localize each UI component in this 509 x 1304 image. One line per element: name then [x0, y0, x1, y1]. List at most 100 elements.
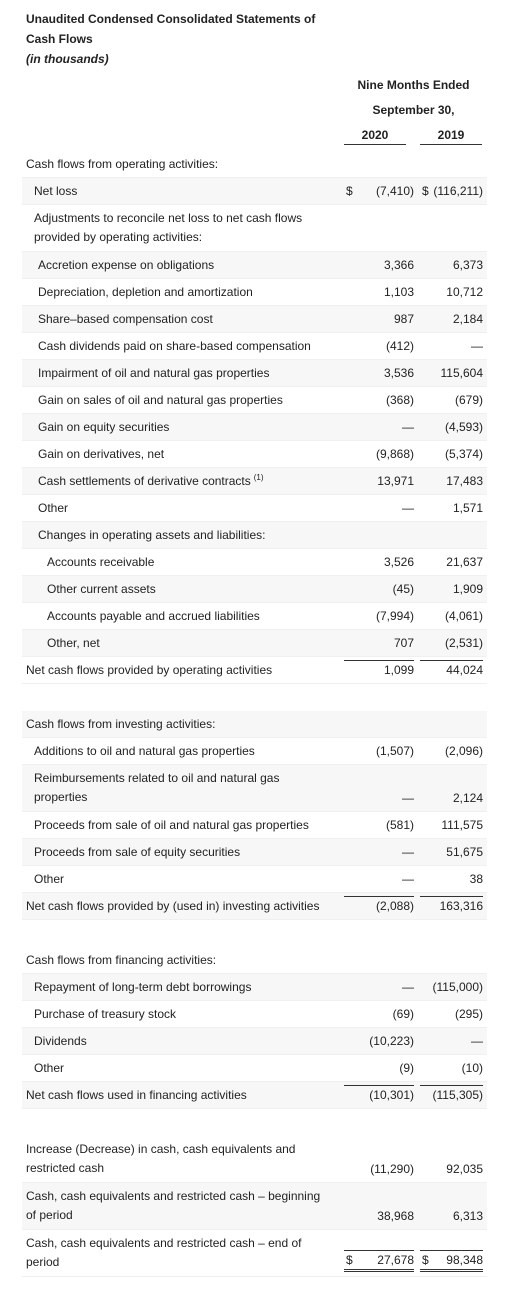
amount-cell: 17,483 [420, 472, 483, 490]
statement-row: Accretion expense on obligations 3,366 6,3… [22, 252, 487, 279]
amount-cell: (69) [344, 1005, 414, 1023]
amount: 3,526 [383, 555, 414, 569]
amount-cell: 3,366 [344, 256, 414, 274]
amount-cell: 163,316 [420, 896, 483, 915]
row-label: Accounts payable and accrued liabilities [22, 603, 367, 629]
amount: (2,088) [375, 899, 414, 913]
amount-cell: 6,373 [420, 256, 483, 274]
amount-cell: (2,088) [344, 896, 414, 915]
amount: (412) [385, 339, 414, 353]
amount: 707 [393, 636, 414, 650]
statement-row: Reimbursements related to oil and natura… [22, 765, 487, 812]
section: Cash flows from operating activities: Net… [22, 151, 487, 684]
amount-cell: 115,604 [420, 364, 484, 382]
statement-row: Cash, cash equivalents and restricted ca… [22, 1183, 487, 1230]
row-label: Cash settlements of derivative contracts… [22, 468, 358, 494]
label-text: Net loss [34, 184, 78, 198]
amount-cell: 38,968 [344, 1207, 414, 1225]
row-label: Proceeds from sale of equity securities [22, 839, 354, 865]
amount: — [402, 791, 414, 805]
amount: 92,035 [446, 1162, 483, 1176]
amount: (368) [385, 393, 414, 407]
amount: (115,000) [432, 980, 483, 994]
statement-row: Accounts receivable 3,526 21,637 [22, 549, 487, 576]
amount-cell: — [344, 499, 414, 517]
unit-note: (in thousands) [26, 52, 109, 66]
amount-cell: 38 [420, 870, 483, 888]
amount: (2,096) [444, 744, 483, 758]
currency-symbol: $ [346, 184, 353, 198]
amount: 10,712 [446, 285, 483, 299]
label-line: restricted cash [26, 1161, 105, 1175]
amount: (4,593) [444, 420, 483, 434]
row-label: Dividends [22, 1028, 354, 1054]
label-line: properties [34, 790, 88, 804]
amount-cell: 1,909 [420, 580, 483, 598]
statement-row: Net cash flows provided by (used in) inv… [22, 893, 487, 920]
amount: (9,868) [375, 447, 414, 461]
row-label: Purchase of treasury stock [22, 1001, 354, 1027]
section-heading-row: Cash flows from investing activities: [22, 711, 487, 738]
statement-row: Cash settlements of derivative contracts… [22, 468, 487, 495]
section: Cash flows from investing activities: Add… [22, 711, 487, 920]
label-line: Reimbursements related to oil and natura… [34, 771, 280, 785]
amount-cell: 13,971 [344, 472, 414, 490]
amount-cell: (412) [344, 337, 414, 355]
row-label: Net cash flows used in financing activit… [22, 1082, 346, 1108]
label-text: Impairment of oil and natural gas proper… [38, 366, 270, 380]
amount-cell: — [344, 418, 414, 436]
amount-cell: — [420, 1032, 483, 1050]
row-label: Additions to oil and natural gas propert… [22, 738, 354, 764]
amount-cell: (10,223) [344, 1032, 414, 1050]
amount-cell: (5,374) [420, 445, 483, 463]
amount: 111,575 [441, 818, 483, 832]
amount: 1,571 [452, 501, 483, 515]
statement-row: Other — 38 [22, 866, 487, 893]
statement-row: Proceeds from sale of equity securities —… [22, 839, 487, 866]
label-text: Additions to oil and natural gas propert… [34, 744, 255, 758]
amount: 44,024 [446, 663, 483, 677]
row-label: Other current assets [22, 576, 367, 602]
statement-row: Adjustments to reconcile net loss to net… [22, 205, 487, 252]
amount-cell: (11,290) [344, 1160, 414, 1178]
label-text: Purchase of treasury stock [34, 1007, 177, 1021]
row-label: Net cash flows provided by (used in) inv… [22, 893, 346, 919]
row-label: Other, net [22, 630, 367, 656]
amount: 98,348 [446, 1253, 483, 1267]
amount-cell: 111,575 [420, 816, 483, 834]
row-label: Other [22, 1055, 354, 1081]
row-label: Changes in operating assets and liabilit… [22, 522, 358, 548]
amount: — [402, 501, 414, 515]
label-text: Proceeds from sale of equity securities [34, 845, 241, 859]
statement-row: Gain on sales of oil and natural gas pro… [22, 387, 487, 414]
amount: (7,994) [375, 609, 414, 623]
amount: (45) [392, 582, 414, 596]
label-text: Net cash flows provided by (used in) inv… [26, 899, 320, 913]
label-text: Other [34, 872, 65, 886]
statement-row: Net loss $ (7,410) $ (116,211) [22, 178, 487, 205]
amount-cell: 2,124 [420, 789, 483, 807]
amount: 987 [393, 312, 414, 326]
row-label: Cash dividends paid on share-based compe… [22, 333, 358, 359]
amount-cell: (2,096) [420, 742, 483, 760]
statement-row: Gain on equity securities — (4,593) [22, 414, 487, 441]
label-text: Other current assets [47, 582, 156, 596]
label-text: Repayment of long-term debt borrowings [34, 980, 252, 994]
amount-cell: (7,994) [344, 607, 414, 625]
amount: (11,290) [370, 1162, 414, 1176]
amount-cell: — [344, 870, 414, 888]
row-label: Other [22, 495, 358, 521]
row-label: Cash, cash equivalents and restricted ca… [22, 1187, 346, 1225]
row-label: Increase (Decrease) in cash, cash equiva… [22, 1140, 346, 1178]
amount-cell: (1,507) [344, 742, 414, 760]
amount-cell: 92,035 [420, 1160, 483, 1178]
amount: (581) [385, 818, 414, 832]
amount: 6,313 [452, 1209, 483, 1223]
row-label: Net cash flows provided by operating act… [22, 657, 346, 683]
amount-cell: $27,678 [344, 1250, 414, 1272]
statement-row: Purchase of treasury stock (69) (295) [22, 1001, 487, 1028]
row-label: Cash, cash equivalents and restricted ca… [22, 1234, 346, 1272]
amount: 13,971 [377, 474, 414, 488]
statement-row: Impairment of oil and natural gas proper… [22, 360, 487, 387]
amount-cell: 1,103 [344, 283, 414, 301]
